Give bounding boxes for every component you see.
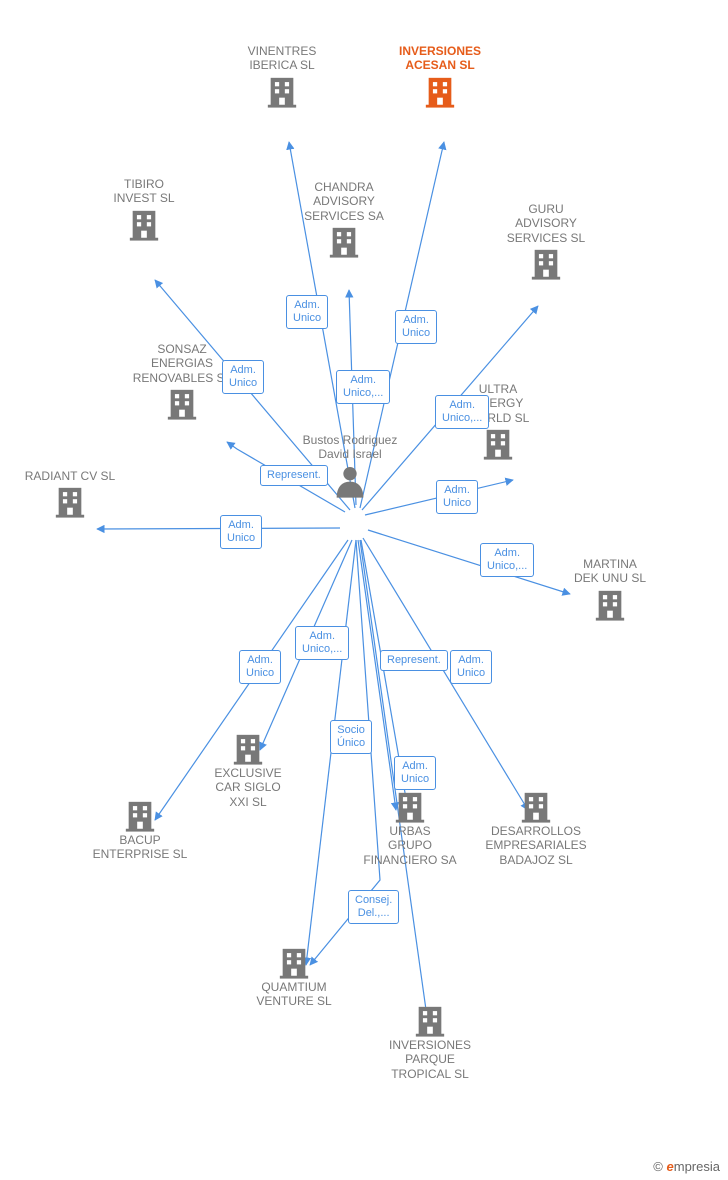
company-label: QUAMTIUM VENTURE SL — [234, 980, 354, 1009]
building-icon — [123, 799, 157, 833]
center-label: Bustos Rodriguez David Israel — [303, 433, 398, 461]
copyright-symbol: © — [653, 1159, 663, 1174]
company-node[interactable]: BACUP ENTERPRISE SL — [80, 797, 200, 862]
company-label: INVERSIONES PARQUE TROPICAL SL — [370, 1038, 490, 1081]
building-icon — [519, 790, 553, 824]
edge — [97, 528, 340, 529]
company-node[interactable]: INVERSIONES PARQUE TROPICAL SL — [370, 1002, 490, 1081]
brand-first-letter: e — [667, 1159, 674, 1174]
company-node[interactable]: CHANDRA ADVISORY SERVICES SA — [284, 180, 404, 259]
edge-label: Adm. Unico — [220, 515, 262, 549]
company-label: MARTINA DEK UNU SL — [550, 557, 670, 586]
company-node[interactable]: DESARROLLOS EMPRESARIALES BADAJOZ SL — [476, 788, 596, 867]
company-node[interactable]: URBAS GRUPO FINANCIERO SA — [350, 788, 470, 867]
person-icon — [334, 463, 366, 503]
company-node[interactable]: EXCLUSIVE CAR SIGLO XXI SL — [188, 730, 308, 809]
building-icon — [127, 208, 161, 242]
company-label: VINENTRES IBERICA SL — [222, 44, 342, 73]
building-icon — [393, 790, 427, 824]
edge-label: Represent. — [380, 650, 448, 671]
company-label: DESARROLLOS EMPRESARIALES BADAJOZ SL — [476, 824, 596, 867]
building-icon — [529, 247, 563, 281]
company-label: RADIANT CV SL — [10, 469, 130, 483]
edge-label: Consej. Del.,... — [348, 890, 399, 924]
building-icon — [481, 427, 515, 461]
edge-label: Adm. Unico,... — [480, 543, 534, 577]
company-node[interactable]: MARTINA DEK UNU SL — [550, 557, 670, 622]
center-person-node[interactable]: Bustos Rodriguez David Israel — [290, 433, 410, 503]
building-icon — [423, 75, 457, 109]
network-diagram: VINENTRES IBERICA SL INVERSIONES ACESAN … — [0, 0, 728, 1180]
edge-label: Adm. Unico — [395, 310, 437, 344]
company-node[interactable]: VINENTRES IBERICA SL — [222, 44, 342, 109]
edge-label: Adm. Unico,... — [336, 370, 390, 404]
edge-label: Adm. Unico,... — [435, 395, 489, 429]
edge-label: Adm. Unico — [239, 650, 281, 684]
building-icon — [165, 387, 199, 421]
company-node[interactable]: GURU ADVISORY SERVICES SL — [486, 202, 606, 281]
company-node[interactable]: INVERSIONES ACESAN SL — [380, 44, 500, 109]
building-icon — [327, 225, 361, 259]
building-icon — [53, 485, 87, 519]
edge-label: Adm. Unico — [436, 480, 478, 514]
edge-label: Adm. Unico — [394, 756, 436, 790]
edge — [368, 530, 570, 594]
company-label: EXCLUSIVE CAR SIGLO XXI SL — [188, 766, 308, 809]
edge — [363, 538, 528, 810]
company-node[interactable]: TIBIRO INVEST SL — [84, 177, 204, 242]
company-node[interactable]: RADIANT CV SL — [10, 469, 130, 519]
building-icon — [593, 588, 627, 622]
edge-label: Adm. Unico — [450, 650, 492, 684]
copyright: © empresia — [653, 1159, 720, 1174]
edge-label: Adm. Unico,... — [295, 626, 349, 660]
building-icon — [277, 946, 311, 980]
company-label: BACUP ENTERPRISE SL — [80, 833, 200, 862]
edge — [358, 540, 396, 810]
company-label: INVERSIONES ACESAN SL — [380, 44, 500, 73]
edge-label: Socio Único — [330, 720, 372, 754]
building-icon — [231, 732, 265, 766]
company-label: URBAS GRUPO FINANCIERO SA — [350, 824, 470, 867]
building-icon — [413, 1004, 447, 1038]
edge-label: Adm. Unico — [286, 295, 328, 329]
company-label: GURU ADVISORY SERVICES SL — [486, 202, 606, 245]
company-label: TIBIRO INVEST SL — [84, 177, 204, 206]
company-node[interactable]: QUAMTIUM VENTURE SL — [234, 944, 354, 1009]
brand-rest: mpresia — [674, 1159, 720, 1174]
company-label: CHANDRA ADVISORY SERVICES SA — [284, 180, 404, 223]
edge-label: Adm. Unico — [222, 360, 264, 394]
building-icon — [265, 75, 299, 109]
